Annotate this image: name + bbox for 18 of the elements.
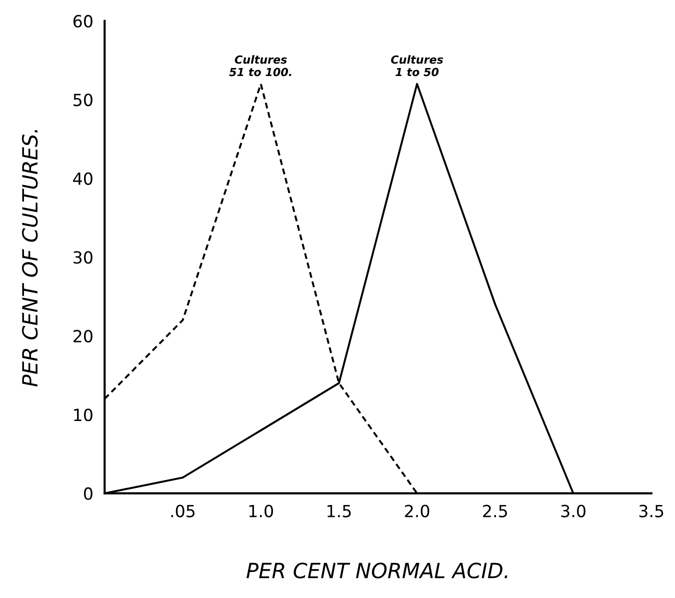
y-tick-label: 10 <box>74 408 92 422</box>
x-tick-label: 2.0 <box>405 504 430 518</box>
y-tick-label: 40 <box>73 172 92 185</box>
annotation: Cultures 51 to 100. <box>229 55 292 76</box>
y-tick-label: 20 <box>74 330 92 342</box>
y-tick-label: 30 <box>74 251 92 264</box>
y-tick-label: 0 <box>84 487 92 500</box>
x-tick-label: 2.5 <box>483 504 507 518</box>
x-tick-label: 1.0 <box>249 504 273 518</box>
x-tick-label: 3.5 <box>639 504 664 518</box>
x-axis-title: PER CENT NORMAL ACID. <box>246 562 508 578</box>
y-tick-label: 50 <box>74 94 92 106</box>
x-tick-label: .05 <box>171 504 195 518</box>
x-tick-label: 3.0 <box>561 504 586 518</box>
x-tick-label: 1.5 <box>328 504 351 518</box>
annotation: Cultures 1 to 50 <box>391 55 444 76</box>
y-tick-label: 60 <box>73 14 92 28</box>
y-axis-title: PER CENT OF CULTURES. <box>22 130 38 387</box>
